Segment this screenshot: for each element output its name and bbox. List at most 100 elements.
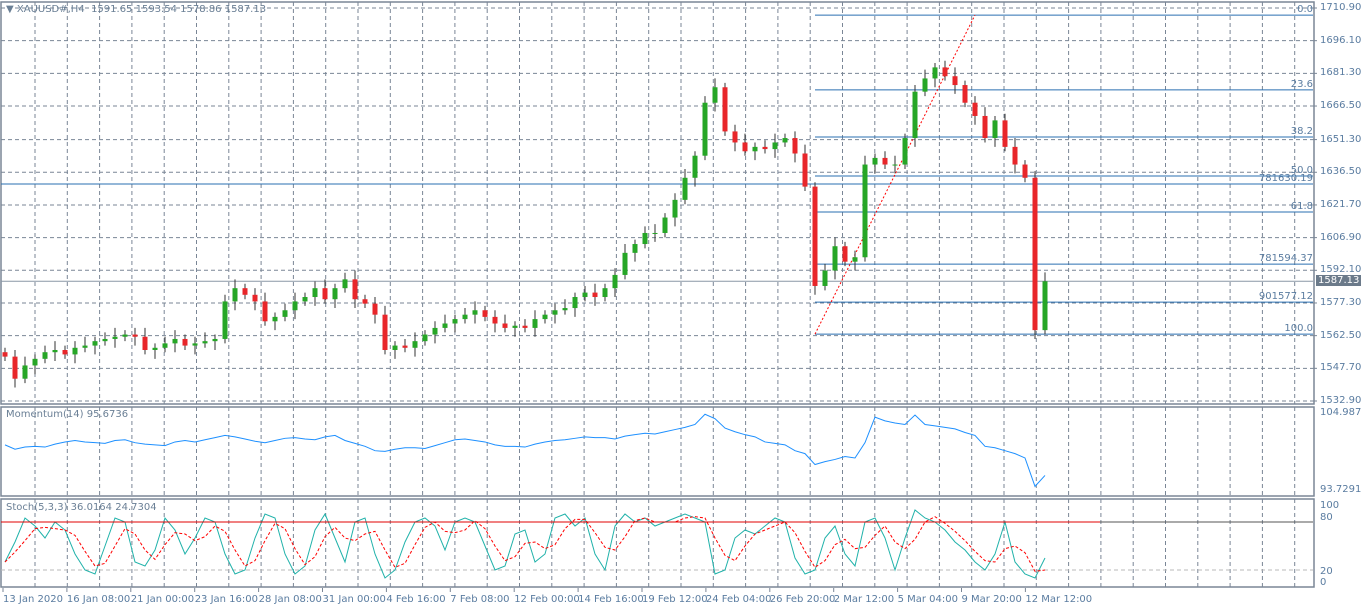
stoch-level-20: 20 [1320, 566, 1333, 577]
fib-level-label: 100.0 [1284, 323, 1313, 335]
candle [572, 297, 578, 309]
candle [32, 358, 38, 366]
price-axis-label: 1621.70 [1320, 198, 1362, 210]
candle [452, 319, 458, 324]
chart-title: ▼ XAUUSD#,H4 1591.65 1593.54 1578.86 158… [6, 4, 266, 15]
stoch-signal-value: 24.7304 [115, 502, 157, 513]
candle [692, 155, 698, 178]
collapse-triangle-icon[interactable]: ▼ [6, 4, 17, 15]
candle [62, 349, 68, 355]
candle [882, 157, 888, 165]
candle [912, 91, 918, 139]
price-axis-label: 1562.50 [1320, 329, 1362, 341]
candle [942, 67, 948, 77]
symbol-label: XAUUSD#,H4 [16, 4, 85, 15]
candle [502, 323, 508, 328]
candle [712, 87, 718, 103]
time-axis-label: 28 Jan 08:00 [258, 594, 322, 605]
hline-label: 901577.12 [1258, 291, 1313, 303]
current-price-tag: 1587.13 [1316, 275, 1362, 287]
candle [582, 292, 588, 298]
candle [862, 164, 868, 258]
price-axis-label: 1651.30 [1320, 133, 1362, 145]
candle [492, 316, 498, 324]
time-axis-label: 16 Jan 08:00 [66, 594, 131, 605]
momentum-title: Momentum(14) 95.6736 [6, 409, 128, 420]
candle [982, 115, 988, 139]
candle [542, 314, 548, 320]
candle [752, 146, 758, 152]
price-axis-label: 1696.10 [1320, 34, 1362, 46]
candle [262, 301, 268, 322]
candle [1032, 177, 1038, 331]
candle [852, 257, 858, 262]
candle [742, 142, 748, 152]
candle [112, 336, 118, 339]
stoch-title: Stoch(5,3,3) 36.0164 24.7304 [6, 502, 157, 513]
stoch-main-line [4, 509, 1046, 579]
candle [292, 301, 298, 311]
candle [372, 303, 378, 315]
candle [1002, 120, 1008, 147]
time-axis-label: 31 Jan 00:00 [322, 594, 386, 605]
candle [312, 288, 318, 298]
candle [362, 299, 368, 304]
fib-level-label: 61.8 [1290, 201, 1313, 212]
candle [392, 345, 398, 350]
candle [422, 334, 428, 342]
candle [652, 232, 658, 234]
candle [122, 334, 128, 337]
candle [2, 352, 8, 357]
momentum-max-label: 104.9871 [1320, 407, 1362, 418]
candle [802, 153, 808, 187]
candle [192, 343, 198, 346]
stoch-signal-line [4, 516, 1046, 572]
pane-border-0 [0, 1, 1315, 405]
candle [632, 244, 638, 253]
candle [562, 308, 568, 311]
candle [602, 288, 608, 298]
candle [222, 301, 228, 339]
price-axis-label: 1666.50 [1320, 100, 1362, 112]
price-axis-label: 1681.30 [1320, 67, 1362, 79]
candle [72, 347, 78, 355]
candle [922, 78, 928, 92]
candle [232, 288, 238, 302]
momentum-min-label: 93.7291 [1320, 484, 1362, 495]
candle [132, 334, 138, 337]
candle [772, 142, 778, 150]
fib-level-label: 0.0 [1297, 4, 1313, 16]
candle [702, 102, 708, 156]
time-axis-label: 7 Feb 08:00 [450, 594, 510, 605]
candle [962, 85, 968, 103]
time-axis-label: 24 Feb 04:00 [705, 594, 772, 605]
candle [792, 138, 798, 154]
candle [812, 186, 818, 286]
time-axis-label: 23 Jan 16:00 [194, 594, 259, 605]
candle [82, 345, 88, 348]
open-value: 1591.65 [91, 4, 133, 15]
time-axis-label: 26 Feb 20:00 [769, 594, 836, 605]
time-axis-label: 19 Feb 12:00 [642, 594, 708, 605]
time-axis-label: 4 Feb 16:00 [386, 594, 446, 605]
time-axis-label: 12 Feb 00:00 [514, 594, 580, 605]
candle [252, 294, 258, 302]
stoch-label: Stoch(5,3,3) [6, 502, 68, 513]
price-axis-label: 1710.90 [1320, 2, 1362, 13]
candle [522, 325, 528, 328]
candle [202, 341, 208, 344]
momentum-line [4, 413, 1046, 488]
candle [872, 157, 878, 165]
candle [462, 314, 468, 320]
low-value: 1578.86 [180, 4, 222, 15]
pane-border-2 [0, 498, 1315, 588]
candle [732, 131, 738, 143]
candle [412, 341, 418, 348]
candle [302, 297, 308, 302]
candle [972, 102, 978, 116]
candle [662, 217, 668, 233]
candle [722, 87, 728, 132]
stoch-level-80: 80 [1320, 512, 1333, 523]
candle [342, 279, 348, 289]
